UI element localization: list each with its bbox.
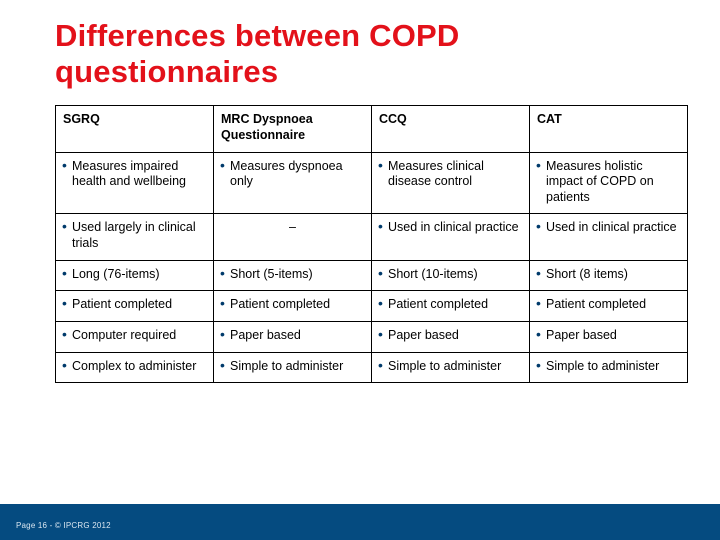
table-cell: Patient completed (530, 291, 688, 322)
cell-text: Used largely in clinical trials (72, 220, 196, 250)
cell-text: Simple to administer (546, 359, 659, 373)
table-cell: Measures holistic impact of COPD on pati… (530, 152, 688, 214)
col-header-2: CCQ (372, 106, 530, 152)
table-cell: Short (5-items) (214, 260, 372, 291)
comparison-table: SGRQMRC Dyspnoea QuestionnaireCCQCAT Mea… (55, 105, 688, 383)
col-header-0: SGRQ (56, 106, 214, 152)
bullet-icon (536, 298, 542, 304)
table-cell: Measures clinical disease control (372, 152, 530, 214)
bullet-icon (536, 329, 542, 335)
bullet-icon (378, 221, 384, 227)
bullet-icon (62, 329, 68, 335)
table-cell: Patient completed (372, 291, 530, 322)
bullet-icon (536, 160, 542, 166)
table-cell: Measures dyspnoea only (214, 152, 372, 214)
cell-text: Measures clinical disease control (388, 159, 484, 189)
table-cell: Long (76-items) (56, 260, 214, 291)
cell-text: Paper based (388, 328, 459, 342)
table-cell: Paper based (214, 321, 372, 352)
bullet-icon (378, 329, 384, 335)
table-cell: Complex to administer (56, 352, 214, 383)
bullet-icon (378, 160, 384, 166)
table-header-row: SGRQMRC Dyspnoea QuestionnaireCCQCAT (56, 106, 688, 152)
bullet-icon (378, 268, 384, 274)
table-row: Used largely in clinical trials– Used in … (56, 214, 688, 260)
cell-text: Measures holistic impact of COPD on pati… (546, 159, 654, 204)
table-cell: Used largely in clinical trials (56, 214, 214, 260)
table-cell: – (214, 214, 372, 260)
table-cell: Paper based (530, 321, 688, 352)
bullet-icon (220, 298, 226, 304)
cell-text: Measures impaired health and wellbeing (72, 159, 186, 189)
table-cell: Computer required (56, 321, 214, 352)
bullet-icon (62, 221, 68, 227)
bullet-icon (378, 298, 384, 304)
bullet-icon (378, 360, 384, 366)
table-cell: Simple to administer (214, 352, 372, 383)
table-cell: Short (8 items) (530, 260, 688, 291)
table-row: Patient completed Patient completed Patien… (56, 291, 688, 322)
footer-text: Page 16 - © IPCRG 2012 (16, 521, 111, 530)
bullet-icon (536, 221, 542, 227)
cell-text: Simple to administer (388, 359, 501, 373)
table-cell: Patient completed (214, 291, 372, 322)
cell-text: Patient completed (546, 297, 646, 311)
cell-text: Short (10-items) (388, 267, 478, 281)
table-cell: Simple to administer (530, 352, 688, 383)
table-row: Complex to administer Simple to administe… (56, 352, 688, 383)
table-head: SGRQMRC Dyspnoea QuestionnaireCCQCAT (56, 106, 688, 152)
cell-text: Used in clinical practice (388, 220, 519, 234)
table-row: Computer required Paper based Paper based P… (56, 321, 688, 352)
table-cell: Measures impaired health and wellbeing (56, 152, 214, 214)
cell-text: Simple to administer (230, 359, 343, 373)
bullet-icon (62, 160, 68, 166)
bullet-icon (62, 360, 68, 366)
table-cell: Used in clinical practice (372, 214, 530, 260)
cell-text: Long (76-items) (72, 267, 160, 281)
cell-text: Used in clinical practice (546, 220, 677, 234)
table-cell: Patient completed (56, 291, 214, 322)
table-cell: Paper based (372, 321, 530, 352)
bullet-icon (220, 360, 226, 366)
bullet-icon (536, 360, 542, 366)
bullet-icon (62, 298, 68, 304)
cell-text: Measures dyspnoea only (230, 159, 343, 189)
cell-text: Short (8 items) (546, 267, 628, 281)
cell-text: Patient completed (72, 297, 172, 311)
table-row: Long (76-items) Short (5-items) Short (10-… (56, 260, 688, 291)
col-header-1: MRC Dyspnoea Questionnaire (214, 106, 372, 152)
slide-title: Differences between COPD questionnaires (55, 18, 690, 89)
cell-text: Computer required (72, 328, 176, 342)
col-header-3: CAT (530, 106, 688, 152)
table-body: Measures impaired health and wellbeing Me… (56, 152, 688, 383)
cell-text: Complex to administer (72, 359, 196, 373)
table-row: Measures impaired health and wellbeing Me… (56, 152, 688, 214)
cell-text: Paper based (230, 328, 301, 342)
bullet-icon (536, 268, 542, 274)
bullet-icon (220, 268, 226, 274)
cell-text: Paper based (546, 328, 617, 342)
bullet-icon (220, 160, 226, 166)
cell-text: Patient completed (388, 297, 488, 311)
bullet-icon (62, 268, 68, 274)
slide: Differences between COPD questionnaires … (0, 0, 720, 540)
table-cell: Used in clinical practice (530, 214, 688, 260)
cell-text: Patient completed (230, 297, 330, 311)
table-cell: Simple to administer (372, 352, 530, 383)
bullet-icon (220, 329, 226, 335)
table-cell: Short (10-items) (372, 260, 530, 291)
cell-text: Short (5-items) (230, 267, 313, 281)
